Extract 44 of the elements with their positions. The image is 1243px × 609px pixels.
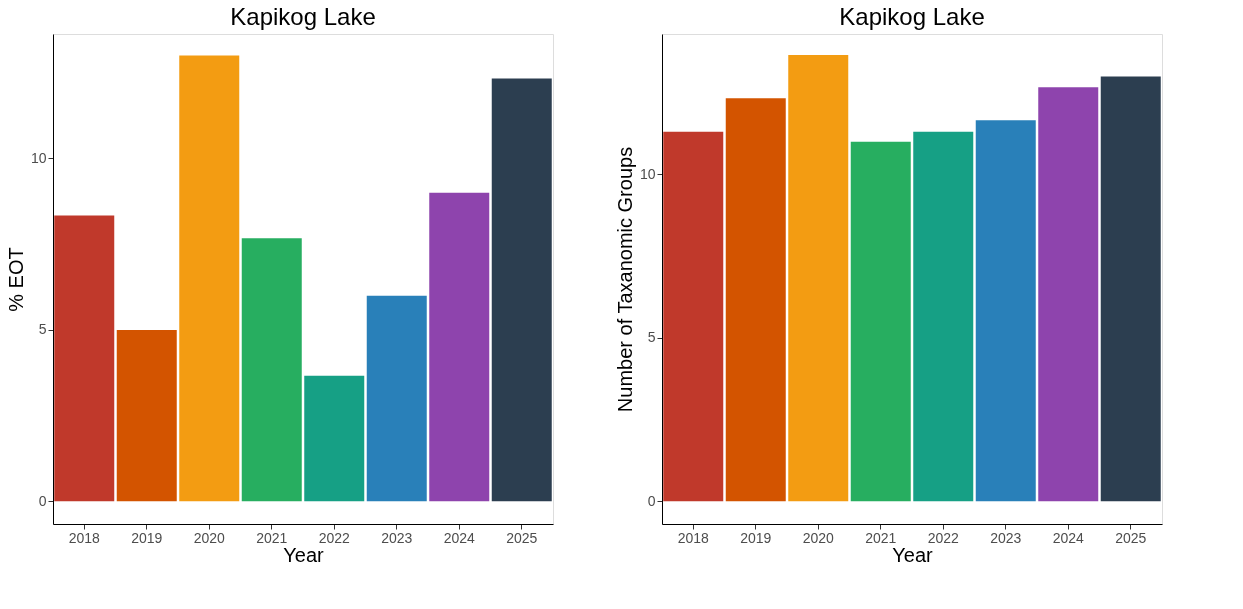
bar <box>975 120 1036 502</box>
x-tick-label: 2019 <box>131 529 163 546</box>
chart-title: Kapikog Lake <box>839 3 985 30</box>
y-axis-title: Number of Taxanomic Groups <box>613 146 636 413</box>
x-tick-label: 2023 <box>381 529 413 546</box>
x-tick-label: 2022 <box>318 529 351 546</box>
bar <box>241 238 302 502</box>
bar <box>54 215 115 502</box>
y-tick-label: 5 <box>38 321 47 338</box>
x-tick-label: 2023 <box>990 529 1022 546</box>
chart-title: Kapikog Lake <box>230 3 376 30</box>
bar <box>788 54 849 502</box>
bar <box>116 329 177 502</box>
x-tick-label: 2024 <box>1052 529 1085 546</box>
bar <box>179 55 240 502</box>
bar <box>1038 87 1099 502</box>
y-axis-title: % EOT <box>4 247 27 312</box>
x-axis-title: Year <box>892 543 934 566</box>
x-tick-label: 2021 <box>865 529 897 546</box>
x-tick-label: 2018 <box>68 529 101 546</box>
y-tick-label: 0 <box>38 492 47 509</box>
y-tick-label: 10 <box>639 165 656 182</box>
x-tick-label: 2024 <box>443 529 476 546</box>
x-tick-label: 2018 <box>677 529 710 546</box>
bar <box>366 295 427 502</box>
bar <box>850 141 911 502</box>
y-tick-label: 10 <box>30 149 47 166</box>
y-tick-label: 5 <box>647 329 656 346</box>
bar <box>491 78 552 502</box>
bar <box>304 375 365 502</box>
x-tick-label: 2025 <box>506 529 538 546</box>
bar <box>725 98 786 502</box>
bar <box>1100 76 1161 502</box>
x-tick-label: 2020 <box>802 529 835 546</box>
bar <box>913 131 974 502</box>
x-axis-title: Year <box>283 543 325 566</box>
x-tick-label: 2021 <box>256 529 288 546</box>
x-tick-label: 2019 <box>740 529 772 546</box>
x-tick-label: 2020 <box>193 529 226 546</box>
y-tick-label: 0 <box>647 492 656 509</box>
bar <box>429 192 490 502</box>
x-tick-label: 2022 <box>927 529 960 546</box>
bar <box>663 131 724 502</box>
x-tick-label: 2025 <box>1115 529 1147 546</box>
